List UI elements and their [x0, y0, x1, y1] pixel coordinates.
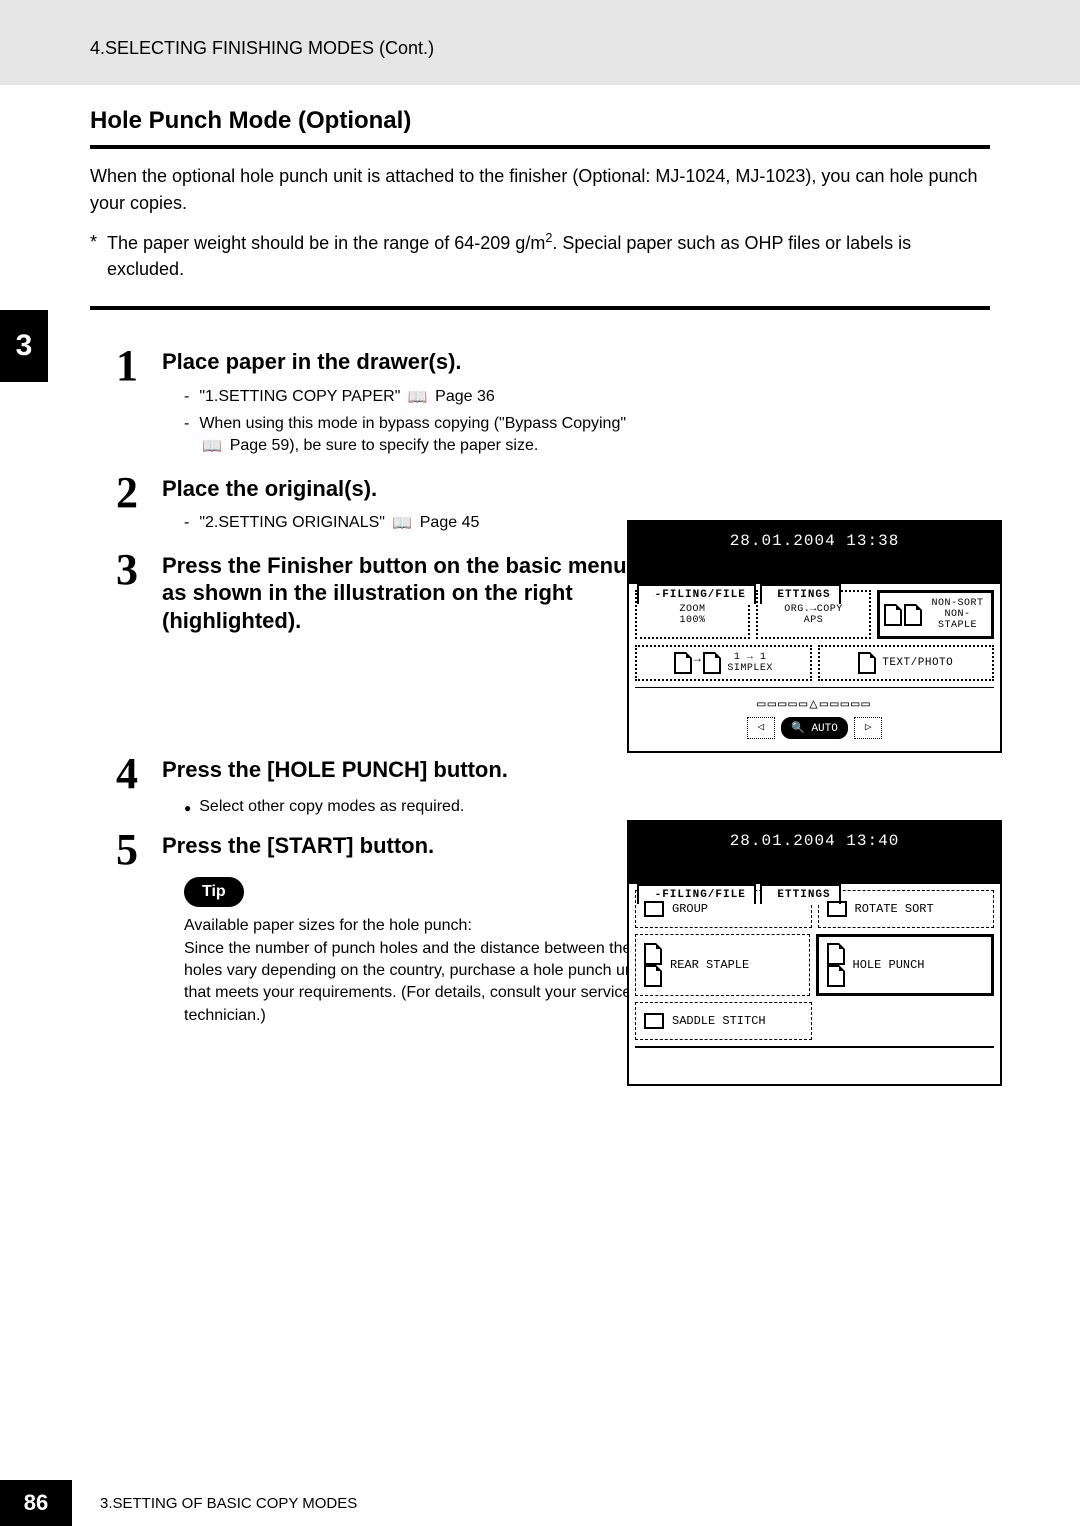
tab-settings[interactable]: SETTINGS: [760, 584, 841, 604]
group-icon: [644, 901, 664, 917]
option-hole-punch[interactable]: HOLE PUNCH: [816, 934, 995, 996]
prev-button[interactable]: ◁: [747, 717, 776, 739]
page-number: 86: [0, 1480, 72, 1526]
option-rear-staple[interactable]: REAR STAPLE: [635, 934, 810, 996]
paper-indicator: ▭▭▭▭▭△▭▭▭▭▭ ◁ 🔍 AUTO ▷: [635, 687, 994, 745]
sub-list: - "1.SETTING COPY PAPER" 📖 Page 36 - Whe…: [162, 386, 990, 459]
step: 4 Press the [HOLE PUNCH] button. ● Selec…: [110, 752, 990, 820]
rotate-icon: [827, 901, 847, 917]
option-rotate-sort[interactable]: ROTATE SORT: [818, 890, 995, 928]
page-icon: [674, 652, 692, 674]
page-icon: [644, 965, 662, 987]
book-icon: 📖: [408, 387, 428, 409]
rule: [90, 145, 990, 149]
bullet-item: ● Select other copy modes as required.: [184, 798, 990, 818]
page-icon: [703, 652, 721, 674]
list-item: - When using this mode in bypass copying…: [184, 413, 990, 459]
step-title: Place the original(s).: [162, 475, 642, 503]
step-number: 3: [110, 548, 144, 635]
finisher-cell[interactable]: NON-SORTNON-STAPLE: [877, 590, 994, 639]
step-title: Press the Finisher button on the basic m…: [162, 552, 642, 635]
auto-button[interactable]: 🔍 AUTO: [781, 717, 848, 739]
chapter-tab: 3: [0, 310, 48, 382]
step-title: Press the [HOLE PUNCH] button.: [162, 756, 642, 784]
option-saddle-stitch[interactable]: SADDLE STITCH: [635, 1002, 812, 1040]
device-screen-1: 28.01.2004 13:38 E-FILING/FILE SETTINGS …: [627, 520, 1002, 753]
saddle-icon: [644, 1013, 664, 1029]
page-icon: [644, 943, 662, 965]
simplex-cell[interactable]: → 1 → 1 SIMPLEX: [635, 645, 812, 681]
screen-datetime: 28.01.2004 13:40: [629, 822, 1000, 882]
page-icon: [827, 965, 845, 987]
step-number: 1: [110, 344, 144, 463]
step-title: Press the [START] button.: [162, 832, 642, 860]
footnote: * The paper weight should be in the rang…: [90, 229, 990, 282]
book-icon: 📖: [202, 436, 222, 458]
page-icon: [827, 943, 845, 965]
step-number: 4: [110, 752, 144, 820]
step-title: Place paper in the drawer(s).: [162, 348, 642, 376]
rule: [90, 306, 990, 310]
page-footer: 86 3.SETTING OF BASIC COPY MODES: [0, 1480, 357, 1526]
screen-datetime: 28.01.2004 13:38: [629, 522, 1000, 582]
bullet-icon: ●: [184, 798, 191, 818]
section-title: Hole Punch Mode (Optional): [90, 107, 990, 135]
footnote-text: The paper weight should be in the range …: [107, 229, 990, 282]
blocks-icon: ▭▭▭▭▭△▭▭▭▭▭: [635, 696, 994, 713]
breadcrumb: 4.SELECTING FINISHING MODES (Cont.): [90, 38, 434, 58]
page-header: 4.SELECTING FINISHING MODES (Cont.): [0, 0, 1080, 85]
tab-efiling[interactable]: E-FILING/FILE: [637, 584, 756, 604]
book-icon: 📖: [392, 513, 412, 535]
step-number: 2: [110, 471, 144, 540]
tip-text: Available paper sizes for the hole punch…: [184, 915, 664, 1027]
step-number: 5: [110, 828, 144, 1027]
device-screen-2: 28.01.2004 13:40 E-FILING/FILE SETTINGS …: [627, 820, 1002, 1086]
intro-text: When the optional hole punch unit is att…: [90, 163, 990, 217]
list-item: - "1.SETTING COPY PAPER" 📖 Page 36: [184, 386, 990, 409]
footer-text: 3.SETTING OF BASIC COPY MODES: [100, 1495, 357, 1512]
empty-bar: [635, 1046, 994, 1078]
next-button[interactable]: ▷: [854, 717, 883, 739]
tip-badge: Tip: [184, 877, 244, 907]
page-icon: [858, 652, 876, 674]
mode-cell[interactable]: TEXT/PHOTO: [818, 645, 995, 681]
page-icon: [904, 604, 922, 626]
page-icon: [884, 604, 902, 626]
footnote-mark: *: [90, 229, 97, 282]
step: 1 Place paper in the drawer(s). - "1.SET…: [110, 344, 990, 463]
